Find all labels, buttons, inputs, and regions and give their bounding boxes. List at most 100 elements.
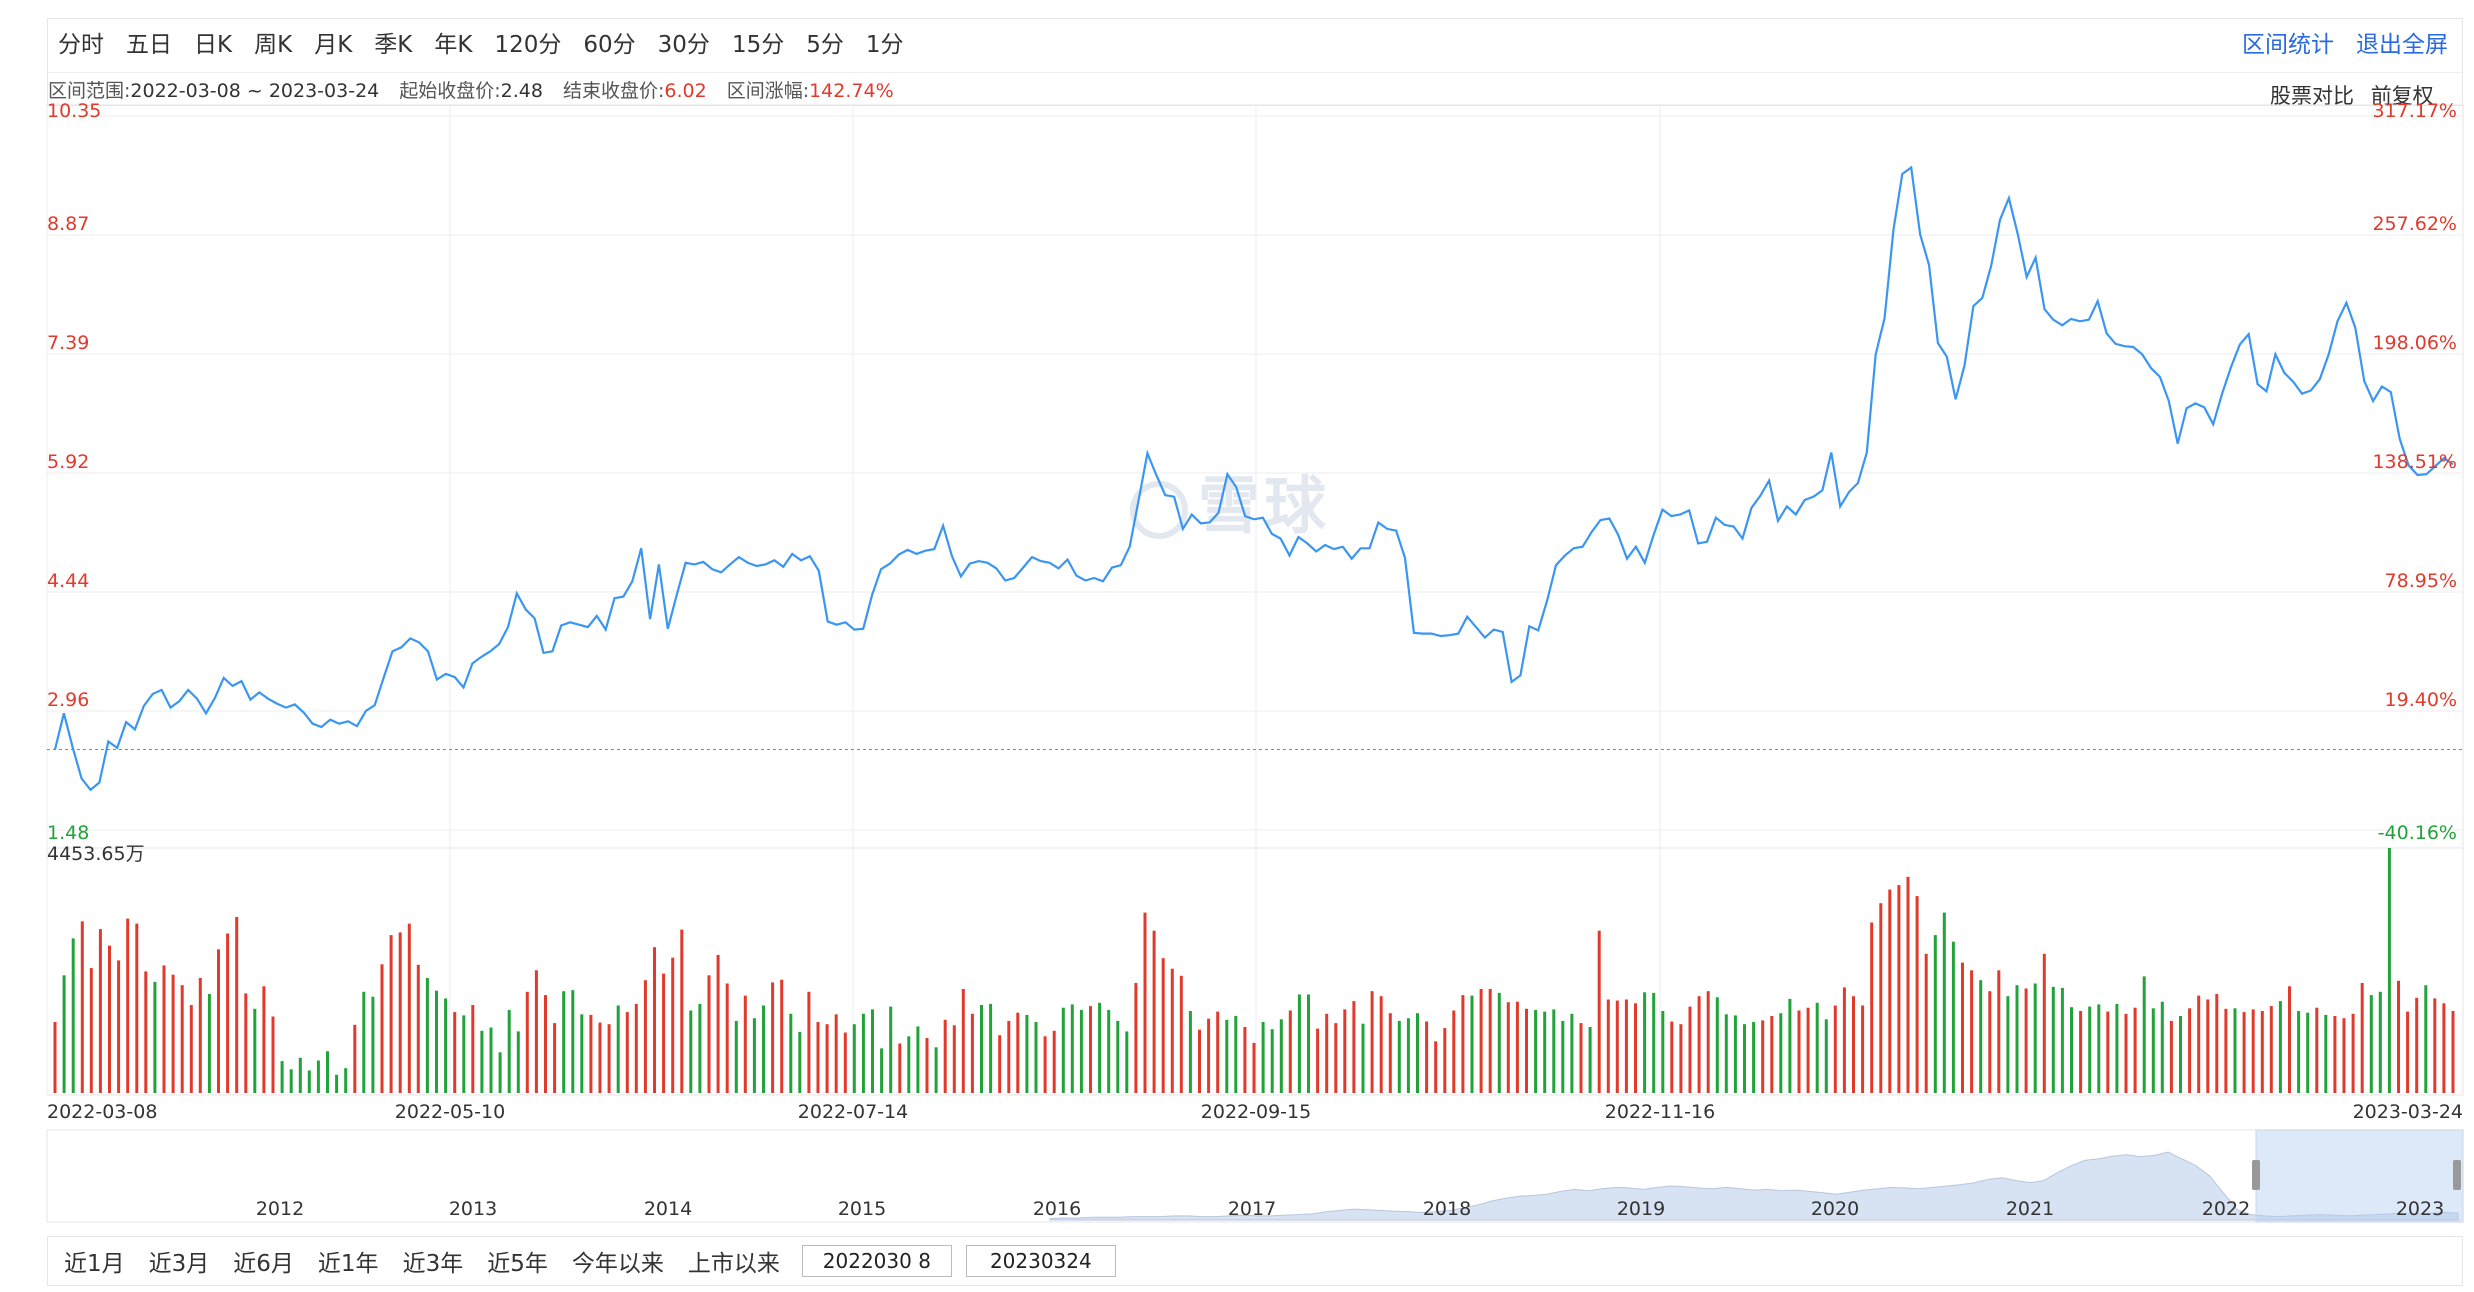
volume-bar (825, 1024, 829, 1093)
navigator-year-label: 2022 (2202, 1198, 2250, 1220)
volume-bar (525, 991, 529, 1093)
range-button-0[interactable]: 近1月 (64, 1251, 125, 1277)
price-tick-label: 4.44 (47, 570, 89, 592)
start-date-input[interactable] (801, 1245, 952, 1277)
volume-max-label: 4453.65万 (47, 843, 145, 865)
volume-bar (108, 945, 111, 1093)
interval-info: 区间范围: 2022-03-08 ~ 2023-03-24 起始收盘价: 2.4… (48, 76, 914, 103)
volume-bar (2133, 1007, 2137, 1093)
volume-bar (153, 981, 157, 1093)
price-tick-label: 1.48 (47, 822, 89, 844)
volume-bar (980, 1005, 983, 1093)
period-tab-6[interactable]: 年K (434, 32, 473, 58)
pct-tick-label: 198.06% (2372, 332, 2457, 354)
volume-bar (117, 960, 121, 1093)
volume-bar (1634, 1003, 1637, 1093)
navigator-area (1049, 1151, 2459, 1221)
period-tab-5[interactable]: 季K (374, 32, 413, 58)
volume-bar (1388, 1013, 1392, 1093)
volume-bar (2033, 983, 2037, 1093)
period-tab-4[interactable]: 月K (314, 32, 353, 58)
period-tab-9[interactable]: 30分 (657, 32, 710, 58)
volume-bar (934, 1047, 938, 1093)
period-tab-10[interactable]: 15分 (731, 32, 785, 58)
volume-bar (2442, 1003, 2446, 1093)
volume-bar (1543, 1011, 1547, 1093)
period-tab-7[interactable]: 120分 (494, 32, 562, 58)
chart-options: 股票对比 前复权 (2260, 80, 2466, 110)
period-tab-8[interactable]: 60分 (583, 32, 636, 58)
volume-bar (762, 1005, 765, 1093)
volume-bar (2042, 953, 2046, 1093)
range-button-2[interactable]: 近6月 (233, 1251, 294, 1277)
period-tab-2[interactable]: 日K (194, 32, 233, 58)
volume-bar (2106, 1011, 2110, 1093)
volume-bar (1997, 970, 2001, 1093)
volume-bar (144, 971, 148, 1093)
volume-bar (916, 1026, 920, 1093)
interval-stats-link[interactable]: 区间统计 (2242, 32, 2334, 58)
range-button-7[interactable]: 上市以来 (687, 1251, 780, 1277)
navigator-right-handle (2453, 1160, 2461, 1190)
period-tab-1[interactable]: 五日 (126, 32, 172, 58)
volume-bar (2260, 1011, 2264, 1093)
volume-bar (2233, 1008, 2237, 1093)
navigator-year-label: 2021 (2006, 1198, 2054, 1220)
period-tab-11[interactable]: 5分 (806, 32, 844, 58)
range-button-4[interactable]: 近3年 (402, 1251, 464, 1277)
end-date-input[interactable] (965, 1245, 1116, 1277)
volume-bar (1924, 953, 1928, 1093)
volume-bar (2179, 1016, 2182, 1093)
forward-adjust-link[interactable]: 前复权 (2370, 84, 2434, 108)
volume-bar (380, 964, 384, 1093)
volume-bar (1025, 1014, 1029, 1093)
volume-bar (1788, 998, 1792, 1093)
volume-bar (807, 991, 811, 1093)
volume-bars (53, 848, 2455, 1093)
range-button-6[interactable]: 今年以来 (571, 1251, 664, 1277)
volume-bar (689, 1010, 693, 1093)
volume-bar (1070, 1004, 1074, 1093)
volume-bar (634, 1003, 638, 1093)
volume-bar (2288, 986, 2291, 1093)
end-close-value: 6.02 (664, 80, 707, 102)
volume-bar (1361, 1023, 1365, 1093)
price-tick-label: 5.92 (47, 451, 89, 473)
volume-bar (2415, 997, 2419, 1093)
volume-bar (1897, 885, 1901, 1093)
volume-bar (861, 1013, 865, 1093)
volume-bar (2124, 1013, 2128, 1093)
volume-bar (1107, 1009, 1111, 1093)
range-button-3[interactable]: 近1年 (317, 1251, 379, 1277)
volume-bar (126, 918, 130, 1093)
period-tab-0[interactable]: 分时 (58, 32, 104, 58)
volume-bar (653, 947, 656, 1093)
period-tab-12[interactable]: 1分 (865, 32, 904, 58)
navigator-year-label: 2023 (2396, 1198, 2444, 1220)
period-tab-3[interactable]: 周K (254, 32, 293, 58)
range-button-5[interactable]: 近5年 (487, 1251, 548, 1277)
volume-bar (998, 1035, 1002, 1093)
volume-bar (71, 938, 75, 1093)
price-axis-labels: 10.35 8.87 7.39 5.92 4.44 2.96 1.48 317.17% 257.… (47, 100, 2457, 865)
exit-fullscreen-link[interactable]: 退出全屏 (2356, 32, 2448, 58)
volume-bar (961, 989, 965, 1093)
volume-bar (989, 1003, 993, 1093)
volume-bar (2324, 1014, 2328, 1093)
period-toolbar: 分时 五日 日K 周K 月K 季K 年K 120分 60分 30分 15分 5分 1分 区间统计 退出全… (47, 18, 2463, 72)
volume-bar (1806, 1007, 1810, 1093)
range-button-1[interactable]: 近3月 (148, 1251, 210, 1277)
volume-bar (1116, 1020, 1120, 1093)
volume-bar (1425, 1021, 1429, 1093)
date-tick-label: 2022-05-10 (395, 1101, 505, 1123)
volume-bar (1406, 1018, 1410, 1093)
volume-bar (1416, 1013, 1419, 1093)
volume-bar (389, 935, 393, 1093)
stock-compare-link[interactable]: 股票对比 (2270, 84, 2354, 108)
volume-bar (662, 973, 666, 1093)
volume-bar (244, 993, 248, 1093)
volume-bar (1089, 1006, 1092, 1093)
volume-bar (1343, 1009, 1347, 1093)
volume-bar (1761, 1020, 1765, 1093)
